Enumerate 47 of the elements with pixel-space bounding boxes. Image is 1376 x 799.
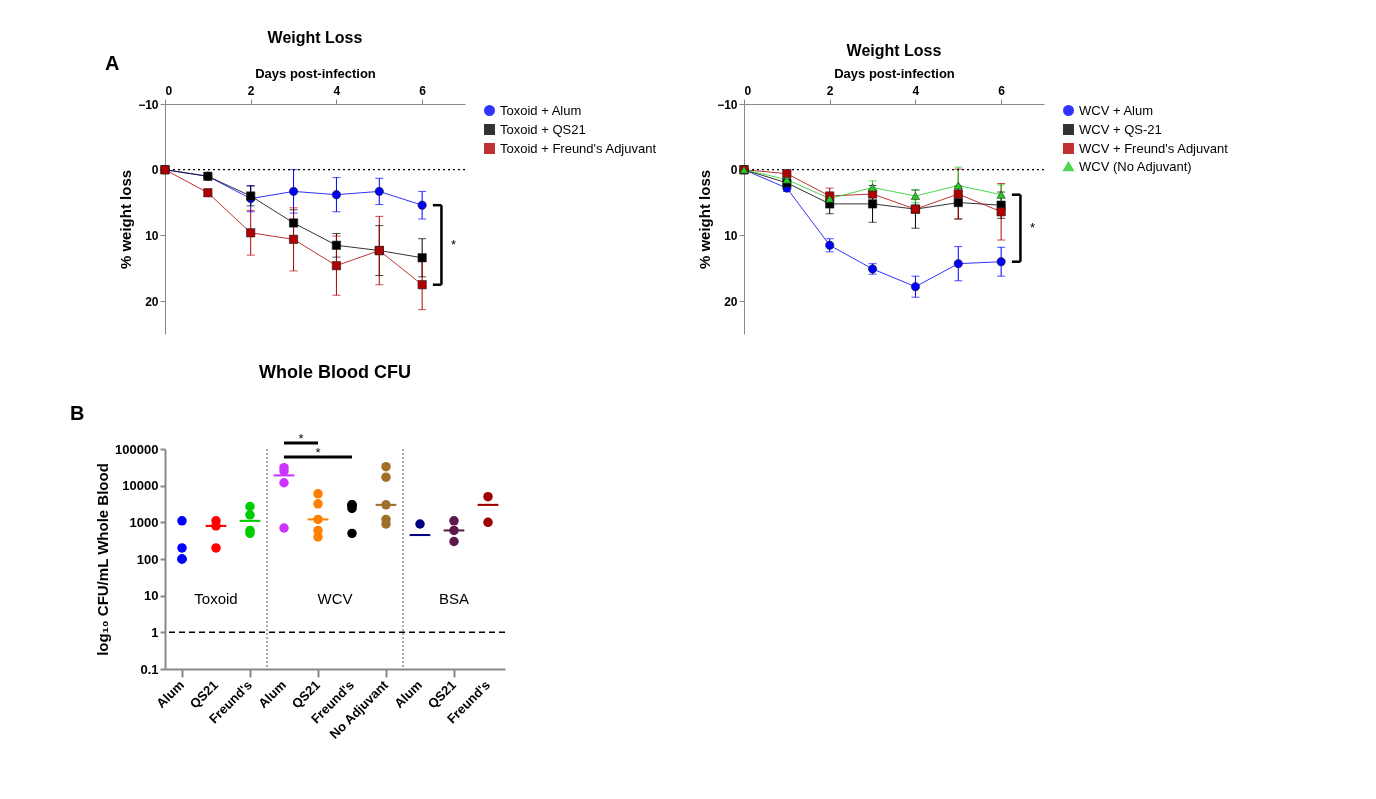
text: A [105, 52, 120, 74]
legend-label: Toxoid + QS21 [500, 121, 586, 137]
y-tick-label: 0 [151, 163, 159, 178]
text: * [298, 431, 304, 446]
x-tick-label: 4 [912, 83, 920, 98]
y-tick-label: 10 [145, 228, 159, 243]
chart-title: Whole Blood CFU [259, 362, 411, 382]
x-axis-title: Days post-infection [255, 65, 376, 81]
x-axis-title: Days post-infection [834, 65, 955, 81]
y-tick-label: 1000 [129, 514, 159, 530]
x-tick-label: 0 [165, 83, 173, 98]
annotation: * [450, 236, 456, 252]
x-tick-label: 6 [419, 83, 427, 98]
y-tick-label: 100 [136, 551, 159, 567]
y-tick-label: 20 [145, 294, 159, 309]
y-tick-label: 10 [724, 228, 738, 243]
y-tick-label: 10 [144, 588, 159, 604]
y-tick-label: 10000 [122, 478, 159, 494]
y-tick-label: 100000 [115, 441, 159, 457]
legend-label: Toxoid + Alum [500, 102, 582, 118]
y-tick-label: 20 [724, 294, 738, 309]
y-tick-label: 0.1 [140, 661, 159, 677]
legend-label: WCV + Freund's Adjuvant [1079, 140, 1229, 156]
legend-label: WCV + Alum [1079, 102, 1154, 118]
y-axis-title: % weight loss [696, 169, 714, 270]
text: B [70, 402, 85, 424]
y-tick-label: −10 [717, 97, 738, 112]
legend-label: WCV (No Adjuvant) [1079, 158, 1192, 174]
annotation: WCV [317, 589, 353, 607]
y-axis-title: % weight loss [117, 169, 135, 270]
legend-label: WCV + QS-21 [1079, 121, 1162, 137]
x-tick-label: 6 [998, 83, 1006, 98]
annotation: * [315, 445, 321, 460]
chart-title: Weight Loss [846, 42, 942, 59]
y-tick-label: −10 [138, 97, 159, 112]
y-tick-label: 0 [730, 163, 738, 178]
annotation: * [1029, 220, 1035, 236]
chart-title: Weight Loss [267, 29, 363, 46]
legend-label: Toxoid + Freund's Adjuvant [500, 140, 657, 156]
x-tick-label: 4 [333, 83, 341, 98]
x-tick-label: 2 [826, 83, 834, 98]
x-tick-label: 2 [247, 83, 255, 98]
annotation: Toxoid [194, 589, 238, 607]
y-tick-label: 1 [151, 624, 159, 640]
y-axis-title: log₁₀ CFU/mL Whole Blood [94, 463, 112, 656]
annotation: BSA [438, 589, 470, 607]
x-tick-label: 0 [744, 83, 752, 98]
